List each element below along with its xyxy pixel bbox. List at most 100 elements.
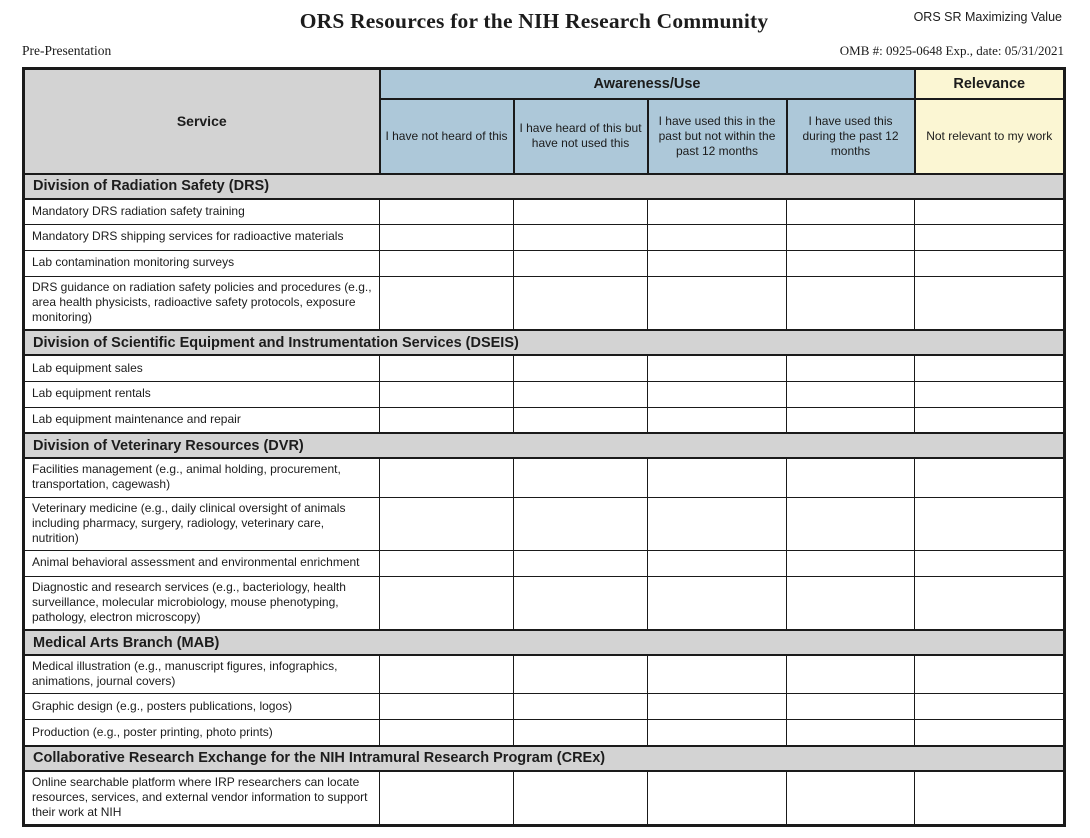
answer-cell: [914, 693, 1065, 721]
column-header-not-heard: I have not heard of this: [378, 97, 515, 175]
service-column-header: Service: [22, 67, 381, 175]
answer-cell: [647, 654, 787, 695]
section-title: Division of Veterinary Resources (DVR): [23, 432, 1065, 460]
omb-label: OMB #: 0925-0648 Exp., date: 05/31/2021: [839, 43, 1064, 58]
answer-cell: [786, 549, 915, 577]
service-name-cell: Animal behavioral assessment and environ…: [23, 549, 380, 577]
section-header-row: Division of Veterinary Resources (DVR): [23, 432, 1065, 460]
answer-cell: [786, 457, 915, 498]
column-header-heard-not-used: I have heard of this but have not used t…: [512, 97, 649, 175]
answer-cell: [379, 406, 514, 434]
answer-cell: [914, 549, 1065, 577]
answer-cell: [647, 575, 787, 631]
answer-cell: [647, 198, 787, 225]
answer-cell: [647, 250, 787, 277]
answer-cell: [914, 770, 1065, 827]
service-row: Diagnostic and research services (e.g., …: [23, 575, 1065, 631]
service-row: Facilities management (e.g., animal hold…: [23, 457, 1065, 498]
survey-table-body: Division of Radiation Safety (DRS) Mandat…: [23, 172, 1065, 827]
section-header-row: Collaborative Research Exchange for the …: [23, 744, 1065, 772]
answer-cell: [513, 719, 648, 747]
service-row: Lab equipment sales: [23, 354, 1065, 382]
service-name-cell: Lab equipment sales: [23, 354, 380, 382]
relevance-group-header: Relevance: [913, 67, 1066, 100]
answer-cell: [786, 354, 915, 382]
service-name-cell: Mandatory DRS radiation safety training: [23, 198, 380, 225]
answer-cell: [786, 654, 915, 695]
answer-cell: [379, 719, 514, 747]
service-row: Animal behavioral assessment and environ…: [23, 549, 1065, 577]
service-name-cell: Online searchable platform where IRP res…: [23, 770, 380, 827]
answer-cell: [647, 406, 787, 434]
section-title: Division of Radiation Safety (DRS): [23, 172, 1065, 200]
answer-cell: [379, 770, 514, 827]
answer-cell: [914, 654, 1065, 695]
section-title: Medical Arts Branch (MAB): [23, 629, 1065, 657]
service-row: Lab contamination monitoring surveys: [23, 250, 1065, 277]
awareness-group-header: Awareness/Use: [378, 67, 916, 100]
section-header-row: Division of Scientific Equipment and Ins…: [23, 329, 1065, 357]
service-name-cell: Facilities management (e.g., animal hold…: [23, 457, 380, 498]
answer-cell: [786, 224, 915, 251]
answer-cell: [513, 354, 648, 382]
service-row: Mandatory DRS shipping services for radi…: [23, 224, 1065, 251]
answer-cell: [786, 693, 915, 721]
answer-cell: [513, 276, 648, 331]
column-header-used-12-months: I have used this during the past 12 mont…: [785, 97, 916, 175]
answer-cell: [379, 198, 514, 225]
answer-cell: [647, 719, 787, 747]
answer-cell: [513, 693, 648, 721]
answer-cell: [786, 719, 915, 747]
service-row: Veterinary medicine (e.g., daily clinica…: [23, 496, 1065, 551]
answer-cell: [786, 380, 915, 408]
pre-presentation-label: Pre-Presentation: [22, 43, 112, 58]
service-name-cell: DRS guidance on radiation safety policie…: [23, 276, 380, 331]
service-name-cell: Production (e.g., poster printing, photo…: [23, 719, 380, 747]
answer-cell: [786, 276, 915, 331]
service-row: Online searchable platform where IRP res…: [23, 770, 1065, 827]
answer-cell: [786, 770, 915, 827]
service-name-cell: Lab equipment rentals: [23, 380, 380, 408]
answer-cell: [914, 380, 1065, 408]
answer-cell: [379, 549, 514, 577]
answer-cell: [647, 549, 787, 577]
answer-cell: [513, 406, 648, 434]
answer-cell: [647, 457, 787, 498]
service-name-cell: Mandatory DRS shipping services for radi…: [23, 224, 380, 251]
answer-cell: [914, 406, 1065, 434]
service-row: Production (e.g., poster printing, photo…: [23, 719, 1065, 747]
corner-label: ORS SR Maximizing Value: [913, 10, 1062, 24]
answer-cell: [647, 380, 787, 408]
service-name-cell: Veterinary medicine (e.g., daily clinica…: [23, 496, 380, 551]
answer-cell: [647, 693, 787, 721]
service-name-cell: Lab equipment maintenance and repair: [23, 406, 380, 434]
answer-cell: [379, 354, 514, 382]
service-name-cell: Medical illustration (e.g., manuscript f…: [23, 654, 380, 695]
answer-cell: [379, 224, 514, 251]
answer-cell: [914, 575, 1065, 631]
answer-cell: [786, 198, 915, 225]
column-header-not-relevant: Not relevant to my work: [913, 97, 1066, 175]
answer-cell: [379, 575, 514, 631]
answer-cell: [647, 354, 787, 382]
service-row: Medical illustration (e.g., manuscript f…: [23, 654, 1065, 695]
answer-cell: [379, 693, 514, 721]
answer-cell: [513, 380, 648, 408]
answer-cell: [379, 457, 514, 498]
answer-cell: [786, 250, 915, 277]
service-name-cell: Graphic design (e.g., posters publicatio…: [23, 693, 380, 721]
section-header-row: Division of Radiation Safety (DRS): [23, 172, 1065, 200]
answer-cell: [914, 719, 1065, 747]
answer-cell: [647, 770, 787, 827]
answer-cell: [513, 250, 648, 277]
answer-cell: [379, 250, 514, 277]
answer-cell: [786, 406, 915, 434]
survey-table: Service Awareness/Use Relevance I have n…: [22, 67, 1066, 828]
service-row: Lab equipment maintenance and repair: [23, 406, 1065, 434]
service-row: Mandatory DRS radiation safety training: [23, 198, 1065, 225]
answer-cell: [513, 457, 648, 498]
service-row: Graphic design (e.g., posters publicatio…: [23, 693, 1065, 721]
answer-cell: [914, 250, 1065, 277]
answer-cell: [379, 380, 514, 408]
